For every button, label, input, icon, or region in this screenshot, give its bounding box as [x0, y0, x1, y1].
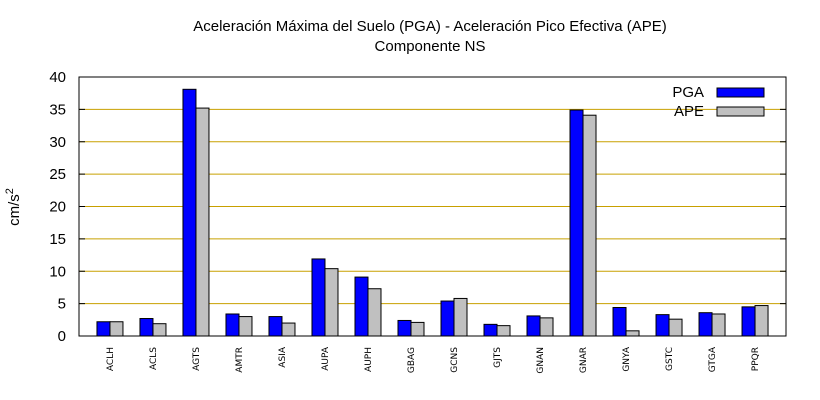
- x-category-label: GNYA: [622, 346, 632, 372]
- bar-ape-amtr: [238, 316, 253, 337]
- y-tick-label: 35: [49, 101, 66, 118]
- bar-pga-amtr: [225, 313, 240, 337]
- bar-ape-auph: [367, 288, 382, 337]
- legend-label-ape: APE: [674, 103, 704, 120]
- x-category-label: AUPH: [364, 347, 374, 372]
- bar-pga-gstc: [655, 314, 670, 337]
- plot-frame: [78, 76, 787, 337]
- legend-label-pga: PGA: [672, 84, 704, 101]
- bars: [96, 88, 769, 337]
- bar-pga-gnya: [612, 307, 627, 337]
- legend: PGA APE: [672, 84, 765, 120]
- bar-ape-gnar: [582, 114, 597, 337]
- bar-ape-agts: [195, 107, 210, 337]
- x-category-label: PPQR: [751, 347, 761, 371]
- bar-pga-auph: [354, 276, 369, 337]
- x-category-label: AMTR: [235, 347, 245, 373]
- bar-pga-gtga: [698, 312, 713, 337]
- chart-title: Aceleración Máxima del Suelo (PGA) - Ace…: [193, 18, 667, 35]
- bar-ape-gtga: [711, 313, 726, 337]
- bar-ape-ppqr: [754, 305, 769, 337]
- y-axis-label-superscript: 2: [4, 188, 16, 194]
- x-category-label: GNAN: [536, 347, 546, 374]
- x-category-label: GTGA: [708, 346, 718, 372]
- y-axis-label-base: cm/s: [6, 194, 23, 226]
- y-tick-label: 25: [49, 166, 66, 183]
- x-category-label: GBAG: [407, 347, 417, 373]
- y-tick-label: 40: [49, 69, 66, 86]
- bar-pga-aclh: [96, 321, 111, 337]
- bar-pga-gbag: [397, 319, 412, 337]
- bar-ape-gcns: [453, 297, 468, 337]
- y-tick-label: 15: [49, 231, 66, 248]
- x-category-label: ASIA: [278, 346, 288, 368]
- bar-ape-gstc: [668, 318, 683, 337]
- bar-pga-acls: [139, 318, 154, 337]
- chart-subtitle: Componente NS: [375, 38, 486, 55]
- bar-pga-asia: [268, 316, 283, 337]
- bar-pga-aupa: [311, 258, 326, 337]
- bar-ape-asia: [281, 322, 296, 337]
- bar-ape-gjts: [496, 325, 511, 337]
- y-tick-label: 30: [49, 134, 66, 151]
- legend-swatch-ape: [716, 106, 765, 117]
- x-category-label: ACLH: [106, 347, 116, 371]
- bar-pga-gcns: [440, 300, 455, 337]
- bar-pga-gjts: [483, 323, 498, 337]
- bar-pga-agts: [182, 88, 197, 337]
- y-axis-label: cm/s2: [4, 188, 23, 226]
- bar-pga-gnar: [569, 109, 584, 337]
- bar-ape-gnya: [625, 330, 640, 337]
- bar-ape-aupa: [324, 268, 339, 337]
- y-axis-ticks: 0 5 10 15 20 25 30 35 40: [49, 69, 786, 345]
- y-tick-label: 20: [49, 199, 66, 216]
- y-tick-label: 5: [58, 296, 66, 313]
- x-category-label: GCNS: [450, 347, 460, 373]
- bar-ape-acls: [152, 323, 167, 337]
- bar-pga-ppqr: [741, 306, 756, 337]
- y-tick-label: 10: [49, 263, 66, 280]
- y-tick-label: 0: [58, 328, 66, 345]
- bar-ape-aclh: [109, 321, 124, 337]
- bar-pga-gnan: [526, 315, 541, 337]
- x-axis-categories: ACLH ACLS AGTS AMTR ASIA AUPA AUPH GBAG GCNS GJTS…: [106, 330, 761, 374]
- bar-ape-gnan: [539, 317, 554, 337]
- x-category-label: GSTC: [665, 347, 675, 371]
- legend-swatch-pga: [716, 87, 765, 98]
- x-category-label: GJTS: [493, 347, 503, 368]
- x-category-label: ACLS: [149, 347, 159, 370]
- x-category-label: AUPA: [321, 346, 331, 371]
- bar-ape-gbag: [410, 321, 425, 337]
- x-category-label: AGTS: [192, 347, 202, 371]
- x-category-label: GNAR: [579, 347, 589, 373]
